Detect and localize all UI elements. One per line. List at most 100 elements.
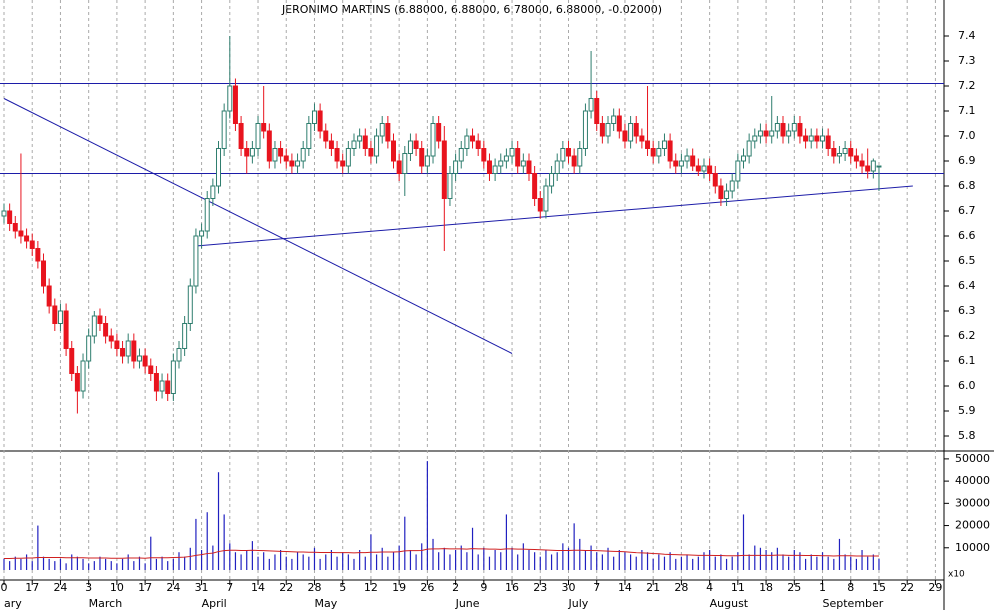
- month-label: March: [89, 597, 123, 610]
- candle-body: [232, 85, 238, 124]
- candle-body: [865, 165, 871, 172]
- candle-body: [503, 155, 509, 162]
- x-tick-label: 24: [53, 581, 67, 594]
- candle-body: [306, 123, 312, 149]
- candle-body: [334, 148, 340, 162]
- candle-body: [814, 135, 820, 142]
- candle-body: [345, 148, 351, 167]
- x-tick-label: 26: [420, 581, 434, 594]
- candle-body: [831, 148, 837, 157]
- candle-body: [210, 185, 216, 199]
- x-tick-label: 12: [364, 581, 378, 594]
- y-tick-label: 7.3: [958, 54, 976, 67]
- candle-body: [673, 160, 679, 167]
- candle-body: [729, 180, 735, 192]
- x-tick-label: 10: [110, 581, 124, 594]
- candle-body: [424, 155, 430, 167]
- candle-body: [396, 160, 402, 174]
- candle-body: [543, 185, 549, 212]
- candle-body: [153, 373, 159, 392]
- candle-body: [622, 130, 628, 142]
- candle-body: [69, 348, 75, 374]
- candle-body: [159, 380, 165, 392]
- y-tick-label: 6.1: [958, 354, 976, 367]
- candle-body: [125, 340, 131, 357]
- x-tick-label: 28: [674, 581, 688, 594]
- x-tick-label: 3: [85, 581, 92, 594]
- candle-body: [458, 148, 464, 162]
- candle-body: [63, 310, 69, 349]
- candle-body: [870, 160, 876, 172]
- x-tick-label: 29: [928, 581, 942, 594]
- x-tick-label: 24: [166, 581, 180, 594]
- candle-body: [661, 140, 667, 149]
- y-tick-label: 5.8: [958, 429, 976, 442]
- candle-body: [594, 98, 600, 124]
- candle-body: [120, 348, 126, 357]
- candle-body: [131, 340, 137, 362]
- candle-body: [498, 160, 504, 167]
- x-tick-label: 14: [618, 581, 632, 594]
- volume-tick-label: 10000: [955, 541, 990, 554]
- candle-body: [187, 285, 193, 324]
- candle-body: [797, 123, 803, 137]
- candle-body: [735, 160, 741, 182]
- candle-body: [492, 165, 498, 174]
- volume-tick-label: 20000: [955, 519, 990, 532]
- candle-body: [859, 160, 865, 167]
- x-tick-label: 30: [562, 581, 576, 594]
- candle-body: [289, 160, 295, 167]
- candle-body: [261, 123, 267, 132]
- candle-body: [470, 135, 476, 142]
- x-tick-label: 18: [759, 581, 773, 594]
- x-tick-label: 25: [787, 581, 801, 594]
- candle-body: [515, 148, 521, 167]
- candle-body: [752, 135, 758, 142]
- candle-body: [413, 140, 419, 149]
- x-tick-label: 19: [392, 581, 406, 594]
- candle-body: [1, 210, 7, 217]
- candle-body: [453, 160, 459, 174]
- candle-body: [825, 135, 831, 149]
- candle-body: [639, 135, 645, 142]
- candle-body: [182, 323, 188, 349]
- y-tick-label: 6.2: [958, 329, 976, 342]
- candle-body: [724, 190, 730, 199]
- month-label: April: [202, 597, 227, 610]
- candle-body: [12, 223, 18, 232]
- x-tick-label: 11: [731, 581, 745, 594]
- candle-body: [80, 360, 86, 392]
- x-tick-label: 15: [872, 581, 886, 594]
- x-tick-label: 21: [646, 581, 660, 594]
- x-tick-label: 2: [452, 581, 459, 594]
- candle-body: [244, 148, 250, 157]
- candle-body: [486, 160, 492, 174]
- candle-body: [475, 140, 481, 149]
- y-tick-label: 6.0: [958, 379, 976, 392]
- candle-body: [701, 165, 707, 172]
- x-tick-label: 16: [505, 581, 519, 594]
- candle-body: [97, 315, 103, 324]
- y-tick-label: 6.4: [958, 279, 976, 292]
- candle-body: [774, 123, 780, 132]
- candle-body: [283, 155, 289, 162]
- candle-body: [740, 155, 746, 162]
- candle-body: [278, 148, 284, 157]
- candle-body: [249, 148, 255, 157]
- candle-body: [690, 155, 696, 167]
- candle-body: [786, 130, 792, 137]
- candle-body: [204, 198, 210, 232]
- y-tick-label: 7.2: [958, 79, 976, 92]
- x-tick-label: 22: [279, 581, 293, 594]
- candle-body: [351, 140, 357, 149]
- candle-body: [385, 123, 391, 142]
- x-tick-label: 14: [251, 581, 265, 594]
- x-tick-label: 23: [533, 581, 547, 594]
- candle-body: [582, 110, 588, 149]
- candle-body: [803, 135, 809, 142]
- candle-body: [311, 110, 317, 124]
- candle-body: [402, 153, 408, 174]
- candle-body: [848, 148, 854, 157]
- candle-body: [718, 185, 724, 199]
